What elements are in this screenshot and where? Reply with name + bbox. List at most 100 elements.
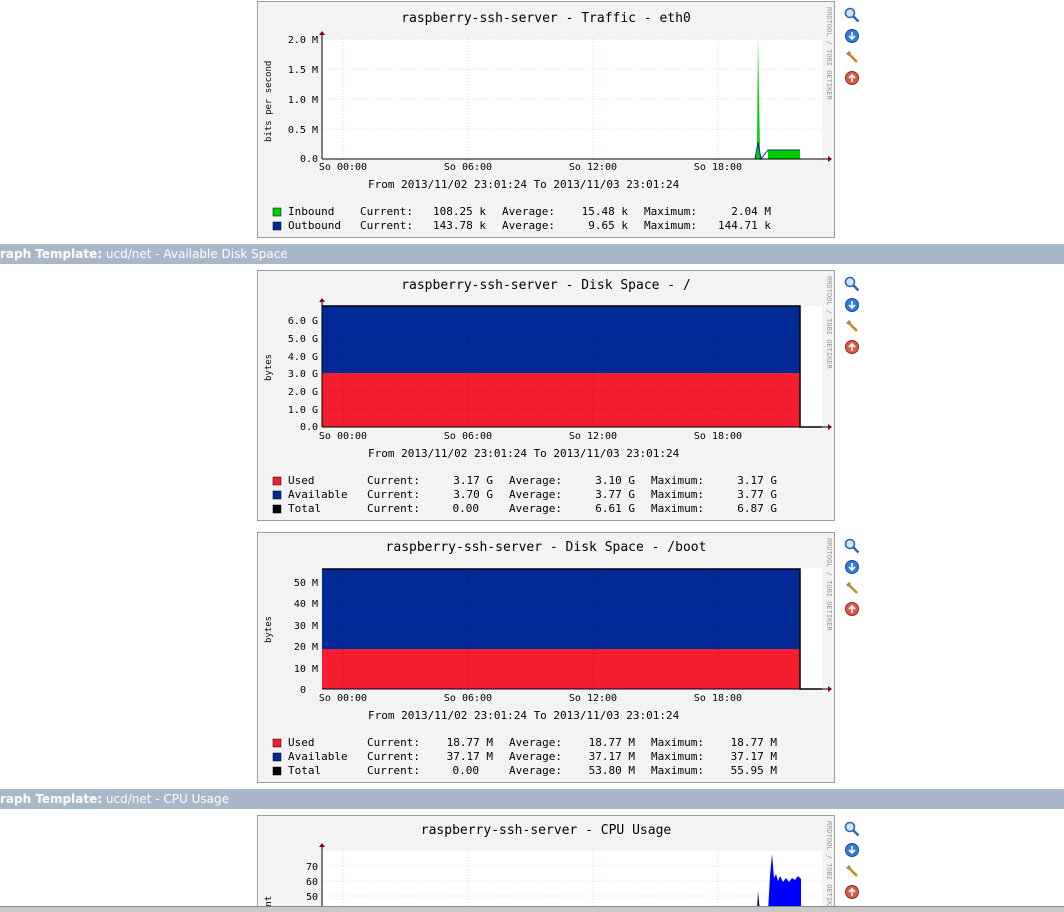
properties-icon[interactable] bbox=[844, 318, 860, 334]
legend-name: Outbound bbox=[288, 219, 341, 232]
x-tick-label: So 18:00 bbox=[694, 431, 742, 442]
move-up-icon[interactable] bbox=[844, 601, 860, 617]
x-tick-label: So 18:00 bbox=[694, 162, 742, 173]
legend-maximum-label: Maximum: bbox=[651, 764, 704, 777]
x-tick-label: So 00:00 bbox=[319, 162, 367, 173]
legend-maximum: 55.95 M bbox=[731, 764, 778, 777]
legend-name: Total bbox=[288, 764, 321, 777]
zoom-icon[interactable] bbox=[844, 7, 860, 23]
legend-current: 3.70 G bbox=[453, 488, 493, 501]
move-up-icon[interactable] bbox=[844, 70, 860, 86]
legend-name: Inbound bbox=[288, 205, 334, 218]
legend-average: 18.77 M bbox=[589, 736, 636, 749]
cpu-area bbox=[768, 854, 801, 912]
properties-icon[interactable] bbox=[844, 580, 860, 596]
x-tick-label: So 06:00 bbox=[444, 162, 492, 173]
y-tick-label: 3.0 G bbox=[288, 369, 318, 380]
legend-current: 3.17 G bbox=[453, 474, 493, 487]
disk-space-boot-graph[interactable]: raspberry-ssh-server - Disk Space - /boo… bbox=[257, 532, 835, 783]
properties-icon[interactable] bbox=[844, 49, 860, 65]
graph-actions bbox=[844, 821, 862, 905]
y-axis-label: bytes bbox=[264, 354, 274, 381]
graph-title: raspberry-ssh-server - Disk Space - /boo… bbox=[386, 540, 707, 555]
download-icon[interactable] bbox=[844, 28, 860, 44]
legend-maximum: 18.77 M bbox=[731, 736, 778, 749]
y-tick-label: 50 M bbox=[294, 578, 318, 589]
x-tick-label: So 12:00 bbox=[569, 431, 617, 442]
zoom-icon[interactable] bbox=[844, 276, 860, 292]
legend-current-label: Current: bbox=[367, 764, 420, 777]
date-range: From 2013/11/02 23:01:24 To 2013/11/03 2… bbox=[368, 178, 680, 191]
legend-maximum-label: Maximum: bbox=[651, 736, 704, 749]
move-up-icon[interactable] bbox=[844, 884, 860, 900]
legend-average: 6.61 G bbox=[595, 502, 635, 515]
graph-actions bbox=[844, 538, 862, 622]
legend-average-label: Average: bbox=[509, 764, 562, 777]
disk-space-root-graph[interactable]: raspberry-ssh-server - Disk Space - / RR… bbox=[257, 270, 835, 521]
legend: Used Current: 3.17 G Average: 3.10 G Max… bbox=[272, 474, 777, 515]
rrd-credit: RRDTOOL / TOBI OETIKER bbox=[825, 7, 833, 101]
legend-current: 108.25 k bbox=[433, 205, 486, 218]
x-tick-label: So 18:00 bbox=[694, 693, 742, 704]
y-tick-label: 1.0 M bbox=[288, 95, 318, 106]
y-tick-label: 30 M bbox=[294, 621, 318, 632]
legend: Inbound Current: 108.25 k Average: 15.48… bbox=[272, 205, 771, 232]
date-range: From 2013/11/02 23:01:24 To 2013/11/03 2… bbox=[368, 709, 680, 722]
y-axis-label: bytes bbox=[264, 616, 274, 643]
legend-maximum: 3.17 G bbox=[737, 474, 777, 487]
x-tick-label: So 00:00 bbox=[319, 693, 367, 704]
legend-average-label: Average: bbox=[509, 474, 562, 487]
legend-current: 143.78 k bbox=[433, 219, 486, 232]
legend-name: Used bbox=[288, 736, 315, 749]
legend-current-label: Current: bbox=[367, 488, 420, 501]
download-icon[interactable] bbox=[844, 842, 860, 858]
legend-average-label: Average: bbox=[502, 205, 555, 218]
y-tick-label: 1.5 M bbox=[288, 65, 318, 76]
y-tick-label: 0.0 bbox=[300, 422, 318, 433]
y-tick-label: 20 M bbox=[294, 642, 318, 653]
legend-maximum-label: Maximum: bbox=[644, 219, 697, 232]
cpu-usage-graph[interactable]: raspberry-ssh-server - CPU Usage RRDTOOL… bbox=[257, 815, 835, 912]
legend-maximum-label: Maximum: bbox=[644, 205, 697, 218]
y-tick-label: 60 bbox=[306, 877, 318, 888]
zoom-icon[interactable] bbox=[844, 538, 860, 554]
graph-actions bbox=[844, 7, 862, 91]
x-tick-label: So 12:00 bbox=[569, 693, 617, 704]
legend-average-label: Average: bbox=[509, 488, 562, 501]
legend-current-label: Current: bbox=[360, 205, 413, 218]
legend-maximum-label: Maximum: bbox=[651, 502, 704, 515]
available-area bbox=[322, 569, 800, 649]
legend-average-label: Average: bbox=[509, 750, 562, 763]
x-tick-label: So 00:00 bbox=[319, 431, 367, 442]
date-range: From 2013/11/02 23:01:24 To 2013/11/03 2… bbox=[368, 447, 680, 460]
x-tick-label: So 12:00 bbox=[569, 162, 617, 173]
template-prefix: raph Template: bbox=[0, 247, 103, 261]
template-name: ucd/net - CPU Usage bbox=[105, 792, 229, 806]
used-area bbox=[322, 649, 800, 689]
y-tick-label: 4.0 G bbox=[288, 352, 318, 363]
horizontal-scrollbar[interactable] bbox=[0, 906, 1064, 912]
inbound-area bbox=[755, 38, 762, 159]
download-icon[interactable] bbox=[844, 297, 860, 313]
zoom-icon[interactable] bbox=[844, 821, 860, 837]
graph-title: raspberry-ssh-server - Traffic - eth0 bbox=[401, 11, 691, 26]
legend-maximum: 3.77 G bbox=[737, 488, 777, 501]
legend: Used Current: 18.77 M Average: 18.77 M M… bbox=[272, 736, 778, 777]
y-axis-label: bits per second bbox=[264, 61, 274, 142]
legend-name: Total bbox=[288, 502, 321, 515]
move-up-icon[interactable] bbox=[844, 339, 860, 355]
legend-average: 3.77 G bbox=[595, 488, 635, 501]
traffic-graph[interactable]: raspberry-ssh-server - Traffic - eth0 RR… bbox=[257, 1, 835, 238]
properties-icon[interactable] bbox=[844, 863, 860, 879]
y-tick-label: 10 M bbox=[294, 664, 318, 675]
inbound-tail-area bbox=[768, 150, 800, 159]
x-tick-label: So 06:00 bbox=[444, 693, 492, 704]
legend-current-label: Current: bbox=[367, 474, 420, 487]
y-tick-label: 6.0 G bbox=[288, 316, 318, 327]
y-axis-label: ent bbox=[264, 896, 274, 912]
legend-maximum-label: Maximum: bbox=[651, 750, 704, 763]
legend-current: 18.77 M bbox=[447, 736, 494, 749]
legend-current: 0.00 bbox=[453, 764, 480, 777]
download-icon[interactable] bbox=[844, 559, 860, 575]
legend-maximum: 2.04 M bbox=[731, 205, 771, 218]
